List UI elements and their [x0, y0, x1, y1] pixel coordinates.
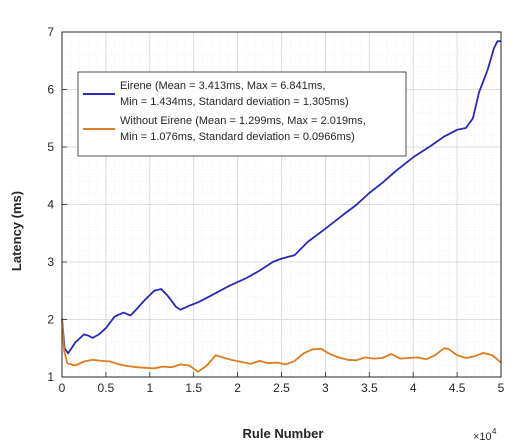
series-eirene-line — [61, 40, 501, 355]
x-tick-label: 2.5 — [273, 381, 290, 395]
y-tick-label: 6 — [47, 83, 54, 97]
y-tick-label: 2 — [47, 313, 54, 327]
legend: Eirene (Mean = 3.413ms, Max = 6.841ms, M… — [77, 71, 407, 157]
x-tick-label: 4 — [410, 381, 417, 395]
legend-without-eirene-line-2: Min = 1.076ms, Standard deviation = 0.09… — [120, 131, 355, 143]
axis-ticks — [61, 31, 502, 378]
x-tick-label: 1.5 — [185, 381, 202, 395]
legend-box — [77, 71, 407, 157]
x-axis-exponent: ×10 4 — [473, 427, 497, 443]
x-tick-label: 5 — [498, 381, 505, 395]
x-tick-labels: 0 0.5 1 1.5 2 2.5 3 3.5 4 4.5 5 — [59, 381, 505, 395]
y-tick-label: 3 — [47, 255, 54, 269]
x-exponent-power: 4 — [492, 427, 497, 436]
x-tick-label: 0.5 — [98, 381, 115, 395]
legend-without-eirene-line-1: Without Eirene (Mean = 1.299ms, Max = 2.… — [120, 115, 366, 127]
y-tick-label: 5 — [47, 140, 54, 154]
series-without-eirene-line — [61, 318, 502, 373]
x-tick-label: 1 — [146, 381, 153, 395]
y-tick-label: 1 — [47, 370, 54, 384]
legend-eirene-line-2: Min = 1.434ms, Standard deviation = 1.30… — [120, 96, 349, 108]
y-tick-label: 7 — [47, 25, 54, 39]
legend-eirene-line-1: Eirene (Mean = 3.413ms, Max = 6.841ms, — [120, 80, 325, 92]
x-axis-title: Rule Number — [243, 426, 324, 441]
x-tick-label: 3 — [322, 381, 329, 395]
series-layer — [61, 40, 502, 373]
x-tick-label: 0 — [59, 381, 66, 395]
x-exponent-base: ×10 — [473, 431, 492, 443]
x-tick-label: 2 — [234, 381, 241, 395]
x-tick-label: 3.5 — [361, 381, 378, 395]
x-tick-label: 4.5 — [449, 381, 466, 395]
y-tick-labels: 1 2 3 4 5 6 7 — [47, 25, 54, 384]
y-tick-label: 4 — [47, 198, 54, 212]
y-axis-title: Latency (ms) — [9, 191, 24, 271]
